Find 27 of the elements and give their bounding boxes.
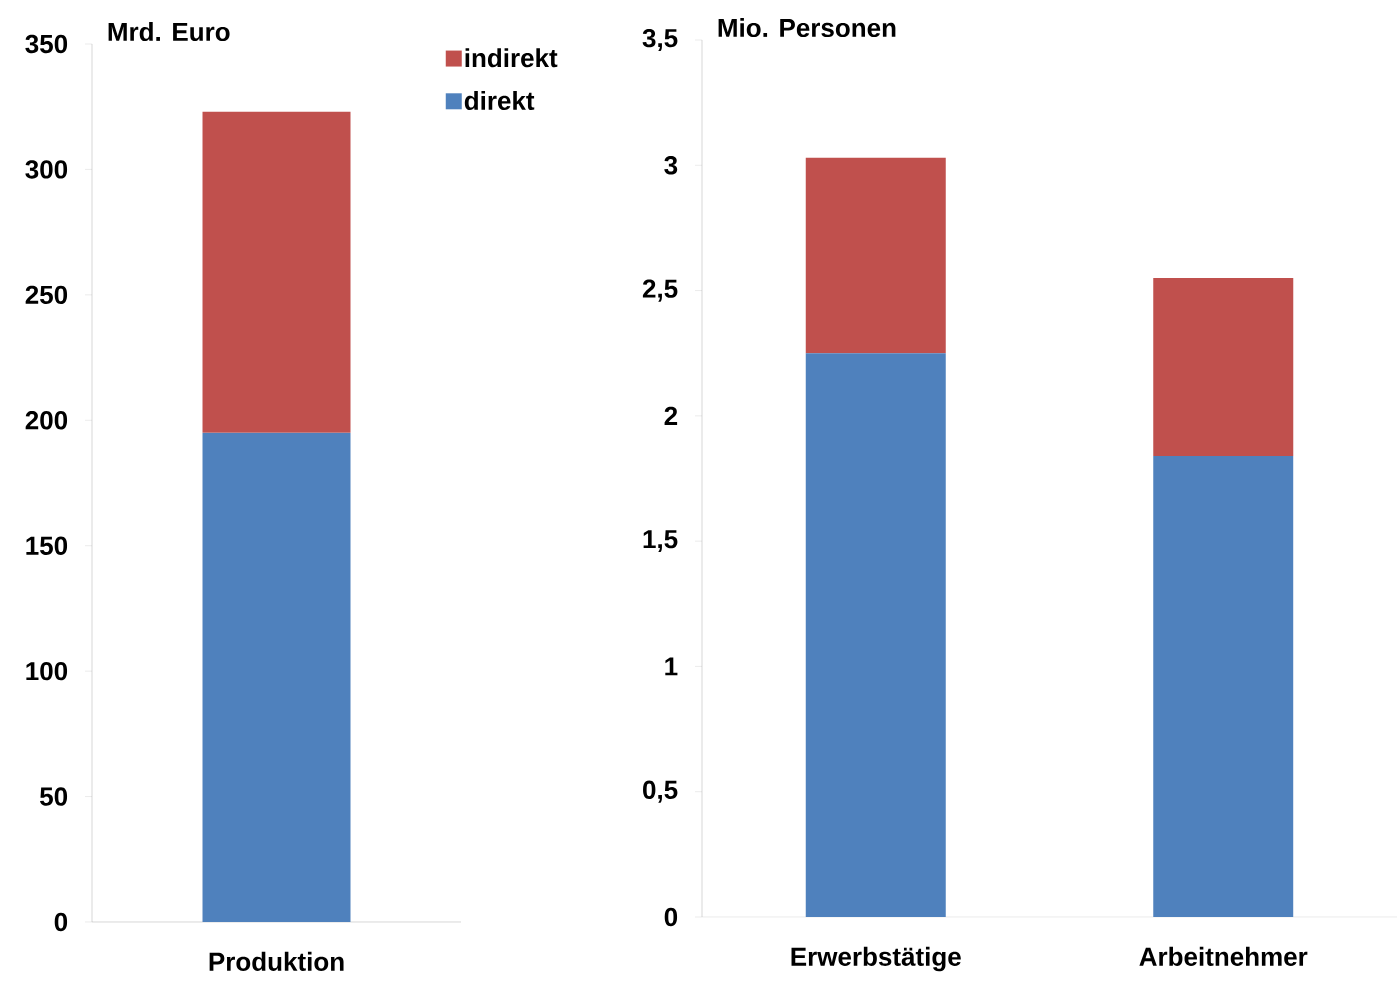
bar bbox=[805, 353, 946, 917]
bar bbox=[1153, 278, 1294, 456]
legend-label: indirekt bbox=[465, 48, 558, 68]
legend-label: direkt bbox=[464, 90, 535, 111]
y-tick-label: 2,5 bbox=[642, 279, 678, 302]
y-tick-label: 250 bbox=[25, 285, 68, 305]
y-tick-label: 300 bbox=[25, 160, 68, 179]
x-tick-label: Erwerbstätige bbox=[791, 946, 961, 972]
x-tick-label: Arbeitnehmer bbox=[1139, 946, 1308, 966]
y-axis-title: Mrd. Euro bbox=[108, 22, 230, 42]
y-tick-label: 100 bbox=[26, 661, 68, 681]
bar bbox=[805, 157, 946, 354]
y-tick-label: 0,5 bbox=[643, 780, 678, 803]
y-tick-label: 1,5 bbox=[643, 530, 678, 553]
y-tick-label: 0 bbox=[54, 912, 68, 932]
y-tick-label: 200 bbox=[25, 411, 68, 430]
y-tick-label: 350 bbox=[25, 34, 68, 54]
y-tick-label: 3,5 bbox=[642, 28, 678, 52]
y-tick-label: 0 bbox=[664, 907, 678, 927]
y-tick-label: 50 bbox=[40, 787, 68, 806]
y-axis-title: Mio. Personen bbox=[718, 18, 896, 38]
bar bbox=[1153, 455, 1294, 917]
y-tick-label: 1 bbox=[665, 657, 678, 676]
y-tick-label: 3 bbox=[664, 156, 678, 175]
y-tick-label: 2 bbox=[664, 406, 678, 425]
y-tick-label: 150 bbox=[26, 536, 68, 555]
x-tick-label: Produktion bbox=[209, 951, 344, 971]
